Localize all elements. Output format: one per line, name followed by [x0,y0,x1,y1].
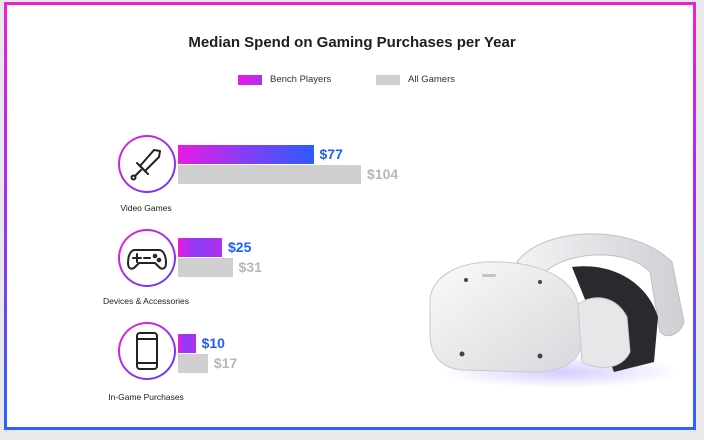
value-label-bench: $10 [201,335,225,351]
bar-bench-players [178,238,222,257]
value-label-bench: $25 [228,239,252,255]
bar-all-gamers [178,354,208,373]
category-label-devices: Devices & Accessories [103,296,189,306]
smartphone-icon [118,322,176,380]
bar-all-gamers [178,165,362,184]
legend-label-all: All Gamers [408,74,455,85]
gamepad-icon [118,229,176,287]
category-label-video-games: Video Games [120,203,172,213]
sword-icon [118,135,176,193]
value-label-all: $31 [238,259,262,275]
value-label-bench: $77 [319,146,343,162]
bar-all-gamers [178,258,233,277]
legend-bench-players: Bench Players [238,74,331,85]
legend-label-bench: Bench Players [270,74,332,85]
value-label-all: $17 [213,355,238,371]
legend-swatch-all [376,74,400,85]
bar-bench-players [178,145,314,164]
legend-swatch-bench [238,74,262,85]
vr-headset-illustration [429,233,685,388]
value-label-all: $104 [367,166,399,182]
chart-title: Median Spend on Gaming Purchases per Yea… [188,34,516,51]
legend-all-gamers: All Gamers [376,74,455,85]
category-label-in-game: In-Game Purchases [108,392,184,402]
bar-bench-players [178,334,196,353]
